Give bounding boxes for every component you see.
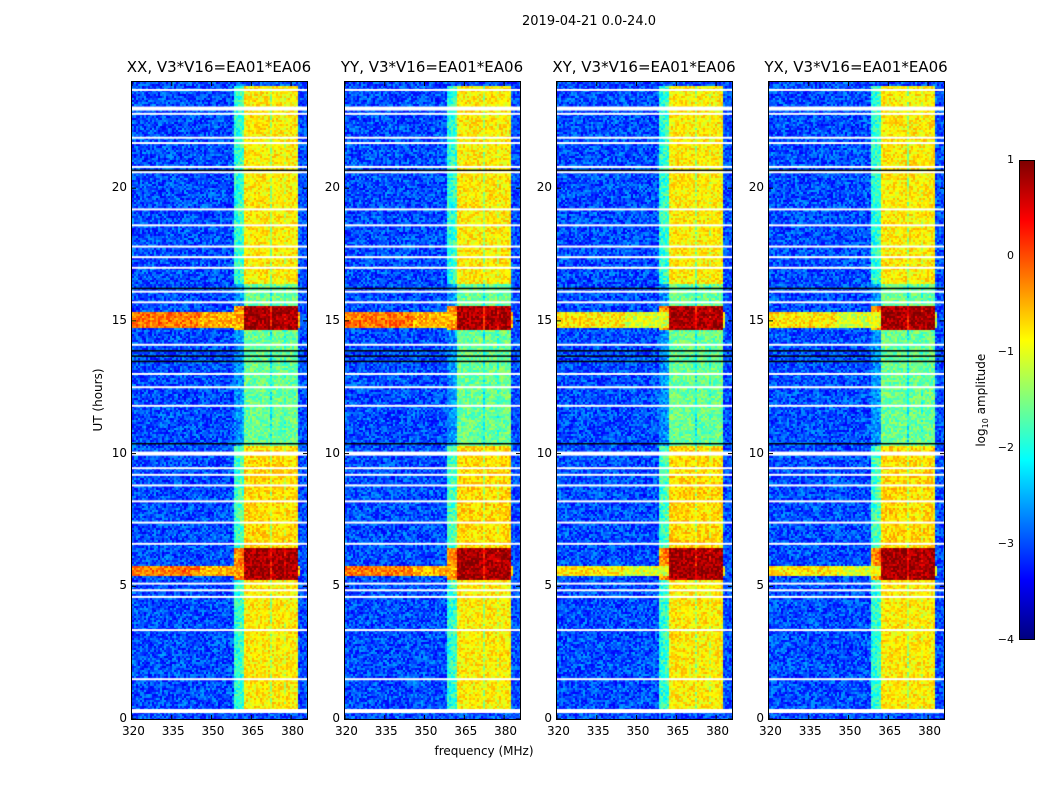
axis-ticks: [769, 82, 944, 719]
x-tick-label: 365: [454, 724, 478, 738]
spectrogram-heatmap: [769, 82, 944, 719]
y-tick-label: 10: [748, 445, 764, 460]
panel-title: XX, V3*V16=EA01*EA06: [126, 58, 312, 76]
x-axis-label: frequency (MHz): [434, 744, 534, 758]
x-tick-label: 380: [918, 724, 941, 738]
spectrogram-panel-3: [768, 81, 945, 720]
colorbar-tick-label: −2: [997, 441, 1014, 454]
x-tick-label: 380: [281, 724, 304, 738]
panel-title: YY, V3*V16=EA01*EA06: [340, 58, 524, 76]
x-tick-label: 380: [706, 724, 729, 738]
spectrogram-panel-2: [556, 81, 733, 720]
spectrogram-heatmap: [345, 82, 520, 719]
y-tick-label: 20: [324, 180, 340, 195]
y-tick-label: 20: [536, 180, 552, 195]
x-tick-label: 320: [759, 724, 782, 738]
x-tick-label: 365: [241, 724, 265, 738]
x-tick-label: 335: [586, 724, 610, 738]
y-axis-label: UT (hours): [91, 368, 105, 432]
y-tick-label: 10: [111, 445, 127, 460]
y-tick-label: 15: [748, 312, 764, 327]
x-tick-label: 335: [374, 724, 398, 738]
y-tick-label: 20: [111, 180, 127, 195]
y-tick-label: 5: [756, 578, 764, 593]
y-tick-label: 5: [119, 578, 127, 593]
x-tick-label: 350: [838, 724, 862, 738]
x-tick-label: 320: [122, 724, 145, 738]
y-tick-label: 0: [119, 711, 127, 725]
x-tick-label: 350: [626, 724, 650, 738]
panel-title: YX, V3*V16=EA01*EA06: [764, 58, 948, 76]
axis-ticks: [132, 82, 307, 719]
spectrogram-heatmap: [557, 82, 732, 719]
x-tick-label: 365: [878, 724, 902, 738]
colorbar-tick-label: −1: [997, 345, 1014, 358]
colorbar-tick-label: 0: [1007, 249, 1014, 262]
axis-ticks: [557, 82, 732, 719]
y-tick-label: 15: [111, 312, 127, 327]
x-tick-label: 350: [201, 724, 225, 738]
y-tick-label: 15: [324, 312, 340, 327]
spectrogram-panel-0: [131, 81, 308, 720]
axis-ticks: [345, 82, 520, 719]
x-tick-label: 365: [666, 724, 690, 738]
y-tick-label: 5: [332, 578, 340, 593]
figure-title: 2019-04-21 0.0-24.0: [522, 14, 656, 29]
x-tick-label: 335: [161, 724, 185, 738]
colorbar-tick-label: −3: [997, 537, 1014, 550]
y-tick-label: 20: [748, 180, 764, 195]
y-tick-label: 0: [332, 711, 340, 725]
x-tick-label: 320: [547, 724, 570, 738]
colorbar-tick-label: −4: [997, 633, 1014, 646]
x-tick-label: 380: [494, 724, 517, 738]
y-tick-label: 5: [544, 578, 552, 593]
spectrogram-panel-1: [344, 81, 521, 720]
y-tick-label: 0: [756, 711, 764, 725]
colorbar-tick-label: 1: [1007, 153, 1014, 166]
y-tick-label: 10: [324, 445, 340, 460]
x-tick-label: 320: [335, 724, 358, 738]
y-tick-label: 15: [536, 312, 552, 327]
x-tick-label: 350: [414, 724, 438, 738]
spectrogram-heatmap: [132, 82, 307, 719]
y-tick-label: 10: [536, 445, 552, 460]
x-tick-label: 335: [798, 724, 822, 738]
y-tick-label: 0: [544, 711, 552, 725]
panel-title: XY, V3*V16=EA01*EA06: [552, 58, 736, 76]
colorbar: [1019, 160, 1035, 640]
